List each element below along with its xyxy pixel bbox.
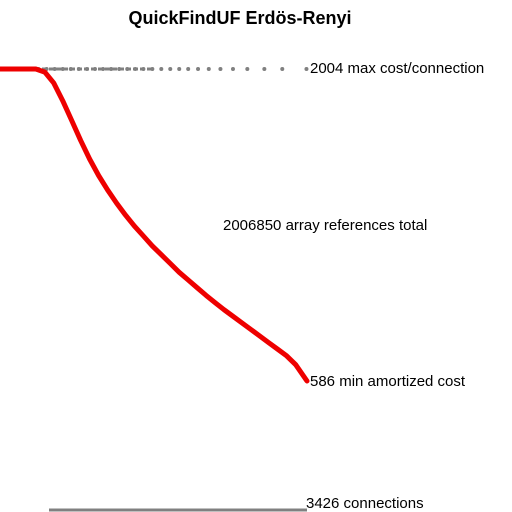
max-cost-point — [262, 67, 267, 71]
max-cost-point — [141, 67, 146, 71]
max-cost-point — [76, 67, 81, 71]
max-cost-point — [218, 67, 223, 71]
total-references-label: 2006850 array references total — [223, 217, 427, 234]
max-cost-point — [117, 67, 122, 71]
max-cost-point — [109, 67, 114, 71]
max-cost-label: 2004 max cost/connection — [310, 60, 484, 77]
max-cost-point — [186, 67, 191, 71]
max-cost-point — [230, 67, 235, 71]
max-cost-point — [133, 67, 138, 71]
max-cost-point — [68, 67, 73, 71]
max-cost-point — [125, 67, 130, 71]
connections-label: 3426 connections — [306, 495, 424, 512]
max-cost-point — [280, 67, 285, 71]
min-amortized-label: 586 min amortized cost — [310, 373, 466, 390]
max-cost-point — [150, 67, 155, 71]
amortized-cost-series — [0, 66, 310, 384]
chart-title: QuickFindUF Erdös-Renyi — [128, 8, 351, 28]
max-cost-point — [168, 67, 173, 71]
max-cost-point — [159, 67, 164, 71]
max-cost-point — [60, 67, 65, 71]
max-cost-point — [101, 67, 106, 71]
max-cost-point — [196, 67, 201, 71]
max-cost-point — [177, 67, 182, 71]
max-cost-point — [245, 67, 250, 71]
max-cost-point — [206, 67, 211, 71]
amortized-cost-line — [0, 66, 310, 384]
max-cost-point — [52, 67, 57, 71]
max-cost-point — [304, 67, 309, 71]
max-cost-point — [92, 67, 97, 71]
max-cost-point — [84, 67, 89, 71]
